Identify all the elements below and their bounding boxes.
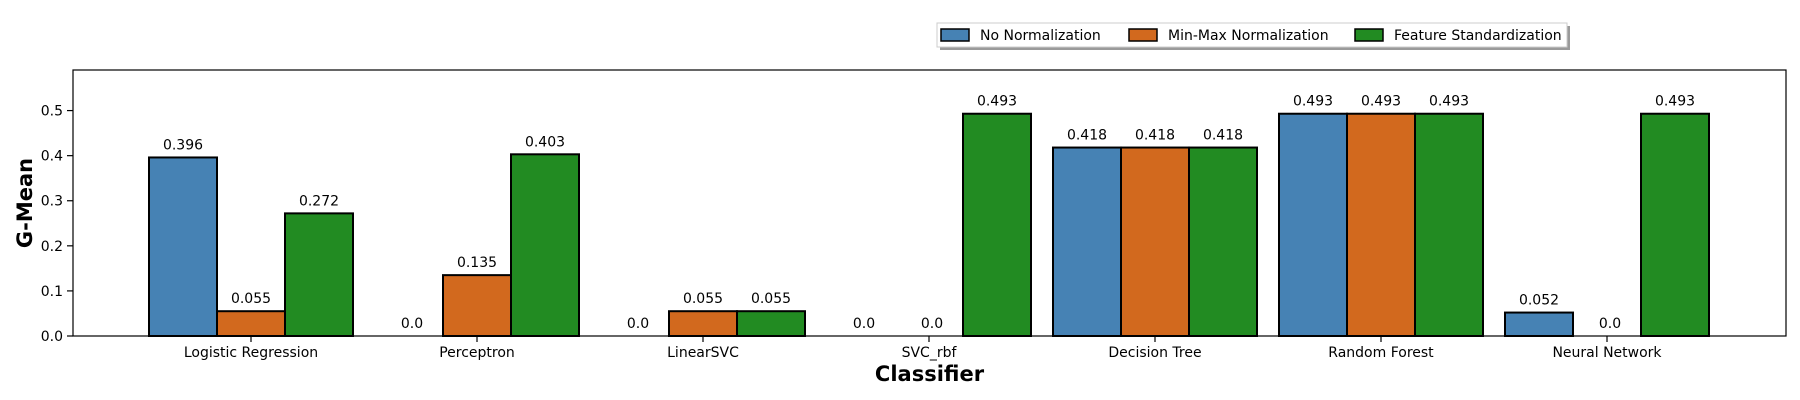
data-label: 0.493: [1429, 94, 1469, 110]
x-axis-title: Classifier: [875, 362, 985, 386]
data-label: 0.055: [683, 291, 723, 307]
x-tick-label: Decision Tree: [1108, 345, 1201, 361]
data-label: 0.0: [921, 316, 943, 332]
y-tick-label: 0.1: [41, 284, 63, 300]
data-label: 0.403: [525, 134, 565, 150]
legend-swatch: [940, 28, 970, 42]
legend-swatch: [1354, 28, 1384, 42]
bar-feature-standardization-svc-rbf: [962, 112, 1032, 337]
x-axis: Logistic Regression Perceptron LinearSVC SV…: [184, 336, 1662, 361]
bar-feature-standardization-logistic-regression: [284, 212, 354, 337]
y-axis: 0.0 0.1 0.2 0.3 0.4 0.5: [41, 104, 73, 345]
data-label: 0.396: [163, 137, 203, 153]
bars-layer: [148, 112, 1710, 338]
bar-feature-standardization-perceptron: [510, 153, 580, 337]
y-tick-label: 0.0: [41, 329, 63, 345]
x-tick-label: SVC_rbf: [902, 345, 958, 361]
y-tick-label: 0.3: [41, 194, 63, 210]
x-tick-label: Neural Network: [1552, 345, 1662, 361]
bar-no-normalization-logistic-regression: [148, 156, 218, 337]
bar-no-normalization-random-forest: [1278, 112, 1348, 337]
data-label: 0.0: [627, 316, 649, 332]
data-label: 0.493: [1293, 94, 1333, 110]
bar-feature-standardization-decision-tree: [1188, 146, 1258, 337]
bar-min-max-normalization-random-forest: [1346, 112, 1416, 337]
data-label: 0.0: [401, 316, 423, 332]
data-label: 0.135: [457, 255, 497, 271]
y-tick-label: 0.5: [41, 104, 63, 120]
data-label: 0.493: [977, 94, 1017, 110]
legend-box: [936, 22, 1568, 48]
data-label: 0.0: [1599, 316, 1621, 332]
legend: No Normalization Min-Max Normalization Fea…: [936, 22, 1570, 50]
bar-min-max-normalization-decision-tree: [1120, 146, 1190, 337]
bar-no-normalization-decision-tree: [1052, 146, 1122, 337]
y-tick-label: 0.2: [41, 239, 63, 255]
legend-label: Min-Max Normalization: [1168, 28, 1329, 44]
bar-feature-standardization-random-forest: [1414, 112, 1484, 337]
bar-min-max-normalization-logistic-regression: [216, 310, 286, 338]
bar-feature-standardization-neural-network: [1640, 112, 1710, 337]
data-label: 0.0: [853, 316, 875, 332]
data-label: 0.418: [1067, 128, 1107, 144]
x-tick-label: Random Forest: [1328, 345, 1434, 361]
bar-feature-standardization-linearsvc: [736, 310, 806, 338]
data-label: 0.052: [1519, 293, 1559, 309]
x-tick-label: LinearSVC: [667, 345, 739, 361]
y-axis-title: G-Mean: [13, 158, 37, 248]
data-label: 0.055: [231, 291, 271, 307]
y-tick-label: 0.4: [41, 149, 63, 165]
bar-no-normalization-neural-network: [1504, 311, 1574, 338]
legend-label: No Normalization: [980, 28, 1101, 44]
data-label: 0.055: [751, 291, 791, 307]
legend-label: Feature Standardization: [1394, 28, 1562, 44]
data-label: 0.272: [299, 193, 339, 209]
bar-min-max-normalization-perceptron: [442, 274, 512, 337]
data-label: 0.418: [1203, 128, 1243, 144]
data-labels-layer: 0.396 0.055 0.272 0.0 0.135 0.403 0.0 0.055 0.05…: [163, 94, 1695, 332]
x-tick-label: Logistic Regression: [184, 345, 318, 361]
data-label: 0.418: [1135, 128, 1175, 144]
legend-swatch: [1128, 28, 1158, 42]
data-label: 0.493: [1655, 94, 1695, 110]
x-tick-label: Perceptron: [439, 345, 515, 361]
bar-min-max-normalization-linearsvc: [668, 310, 738, 338]
data-label: 0.493: [1361, 94, 1401, 110]
